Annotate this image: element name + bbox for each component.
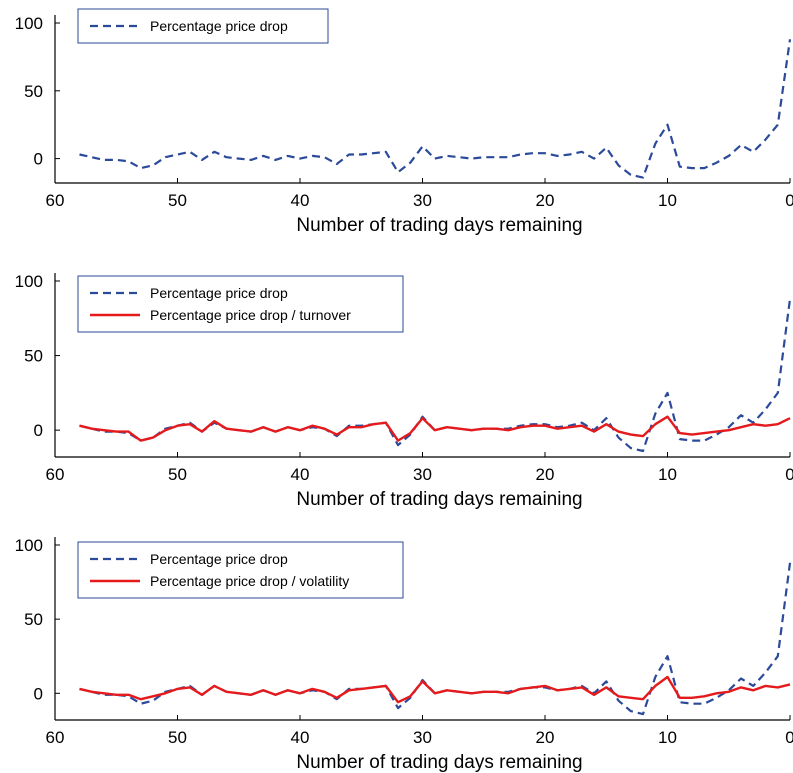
- x-tick-label: 30: [413, 465, 432, 484]
- y-tick-label: 0: [34, 684, 43, 703]
- legend: Percentage price drop Percentage price dr…: [77, 275, 404, 333]
- x-tick-label: 30: [413, 191, 432, 210]
- legend-label: Percentage price drop / turnover: [150, 307, 351, 323]
- x-tick-label: 40: [291, 465, 310, 484]
- x-axis-label: Number of trading days remaining: [296, 752, 582, 773]
- y-tick-label: 50: [24, 82, 43, 101]
- y-tick-label: 100: [15, 14, 43, 33]
- legend-label: Percentage price drop: [150, 18, 288, 34]
- y-tick-label: 100: [15, 272, 43, 291]
- x-tick-label: 40: [291, 728, 310, 747]
- series-line-ratio: [79, 675, 791, 704]
- x-axis-label: Number of trading days remaining: [296, 489, 582, 510]
- x-tick-label: 40: [291, 191, 310, 210]
- series-line-ratio: [79, 415, 791, 442]
- x-tick-label: 0: [785, 728, 793, 747]
- legend: Percentage price drop: [77, 8, 329, 44]
- legend-box: [77, 275, 404, 333]
- x-tick-label: 60: [46, 465, 65, 484]
- x-tick-label: 10: [658, 465, 677, 484]
- x-tick-label: 50: [168, 728, 187, 747]
- x-tick-label: 20: [536, 191, 555, 210]
- series-line-price-drop: [79, 298, 792, 453]
- x-tick-label: 10: [658, 728, 677, 747]
- y-tick-label: 50: [24, 347, 43, 366]
- legend-label: Percentage price drop: [150, 551, 288, 567]
- y-tick-label: 100: [15, 536, 43, 555]
- x-tick-label: 20: [536, 465, 555, 484]
- x-tick-label: 20: [536, 728, 555, 747]
- legend-box: [77, 541, 404, 599]
- y-tick-label: 0: [34, 421, 43, 440]
- x-tick-label: 60: [46, 191, 65, 210]
- legend-label: Percentage price drop: [150, 285, 288, 301]
- y-tick-label: 50: [24, 610, 43, 629]
- x-tick-label: 0: [785, 465, 793, 484]
- x-tick-label: 50: [168, 465, 187, 484]
- series-line-price-drop: [79, 39, 792, 179]
- x-tick-label: 30: [413, 728, 432, 747]
- x-tick-label: 0: [785, 191, 793, 210]
- x-tick-label: 50: [168, 191, 187, 210]
- x-axis-label: Number of trading days remaining: [296, 215, 582, 236]
- x-tick-label: 10: [658, 191, 677, 210]
- y-tick-label: 0: [34, 150, 43, 169]
- legend: Percentage price drop Percentage price dr…: [77, 541, 404, 599]
- x-tick-label: 60: [46, 728, 65, 747]
- legend-label: Percentage price drop / volatility: [150, 573, 349, 589]
